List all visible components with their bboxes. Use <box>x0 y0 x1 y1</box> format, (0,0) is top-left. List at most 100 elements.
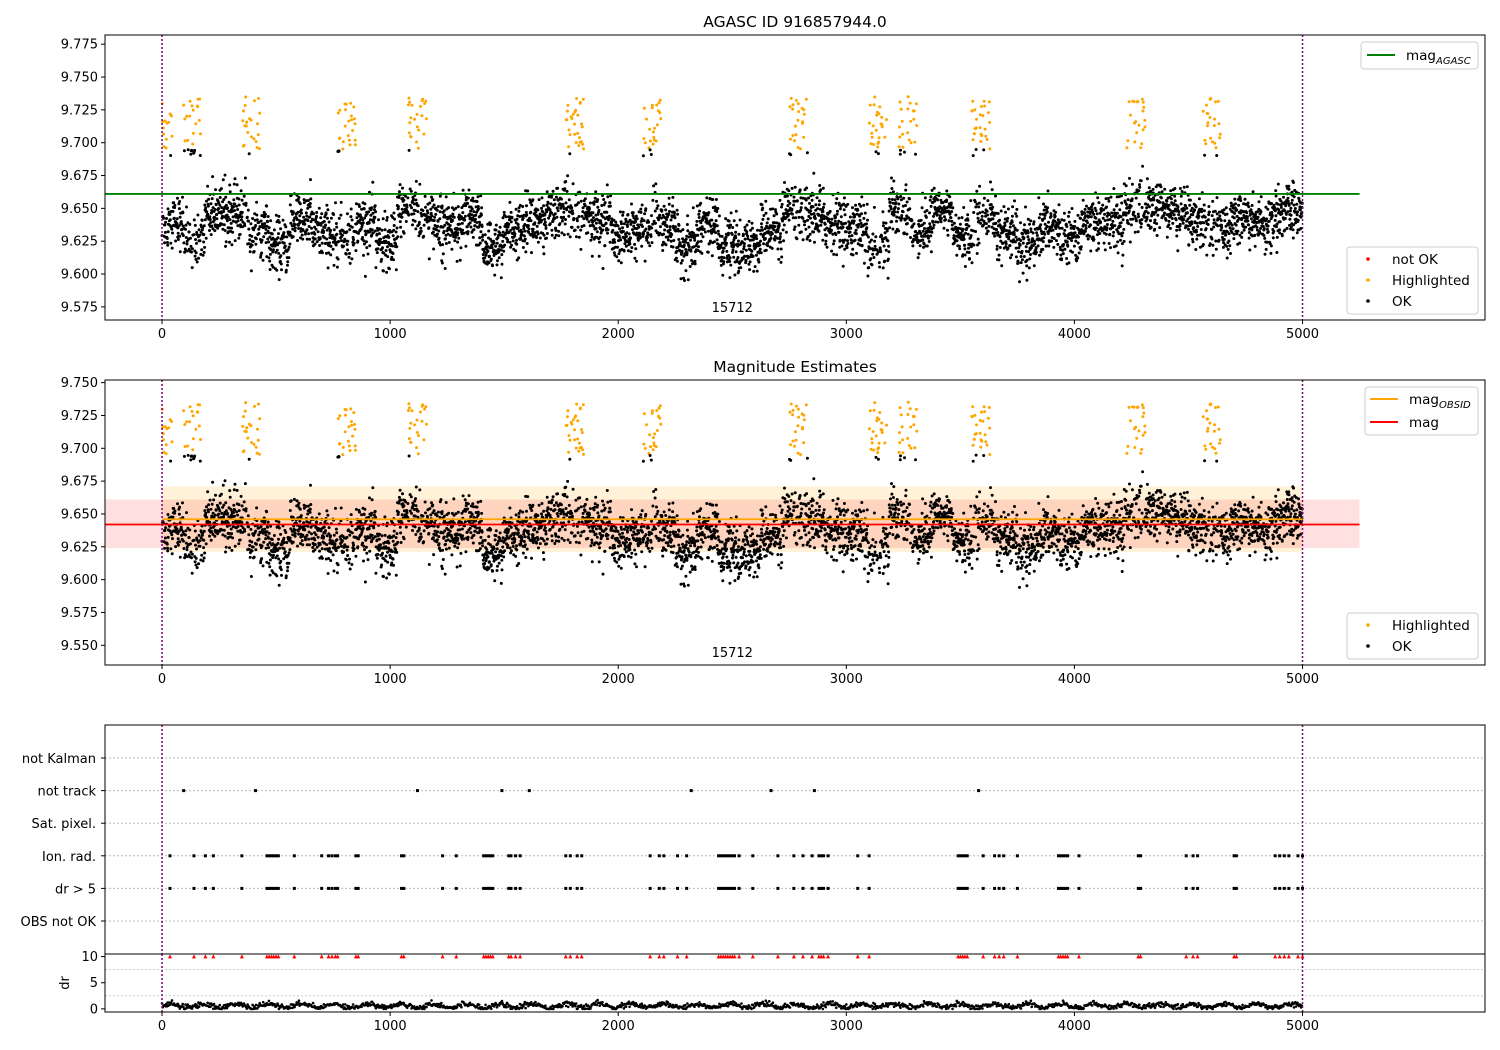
ok-point <box>1099 220 1103 224</box>
ok-point <box>633 256 637 260</box>
ok-point <box>391 234 395 238</box>
ok-point <box>866 274 870 278</box>
ok-point <box>367 210 371 214</box>
ok-point <box>1032 264 1036 268</box>
ok-point <box>832 239 836 243</box>
ok-point <box>623 242 627 246</box>
highlighted-point <box>245 120 249 124</box>
ok-point <box>375 251 379 255</box>
ok-point <box>332 263 336 267</box>
ok-point <box>493 273 497 277</box>
ok-point <box>978 184 982 188</box>
ok-point <box>277 214 281 218</box>
legend-not-ok-label: not OK <box>1392 252 1439 268</box>
highlighted-point <box>868 103 872 107</box>
ok-point <box>445 229 449 233</box>
ok-point <box>174 545 178 549</box>
ok-point <box>638 232 642 236</box>
highlighted-point <box>1127 100 1131 104</box>
ok-point <box>1197 211 1201 215</box>
ok-point <box>573 228 577 232</box>
highlighted-point <box>351 129 355 132</box>
ok-point <box>919 232 923 235</box>
ok-point <box>771 207 775 211</box>
ok-point <box>1291 228 1295 232</box>
ok-point <box>1094 216 1098 220</box>
ok-point <box>231 215 235 219</box>
ok-point <box>468 221 472 225</box>
ok-point <box>298 214 302 218</box>
highlighted-point <box>183 139 187 143</box>
ok-point <box>668 228 672 232</box>
ok-point <box>319 216 323 220</box>
ok-point <box>732 255 736 259</box>
ok-point <box>413 209 417 212</box>
highlighted-point <box>571 112 575 116</box>
ok-point <box>538 212 542 216</box>
highlighted-point <box>188 405 192 409</box>
ok-point <box>945 189 949 193</box>
ok-point <box>515 258 519 262</box>
ok-point <box>899 195 903 198</box>
ok-point <box>805 151 809 155</box>
ok-point <box>276 236 280 240</box>
ok-point <box>278 241 282 245</box>
highlighted-point <box>183 423 187 426</box>
ok-point <box>479 213 483 217</box>
highlighted-point <box>878 105 882 109</box>
ok-point <box>1156 213 1160 217</box>
ok-point <box>345 230 349 234</box>
ok-point <box>761 206 765 210</box>
ok-point <box>182 241 186 245</box>
ok-point <box>650 241 654 245</box>
ok-point <box>270 232 274 236</box>
ok-point <box>381 217 385 221</box>
ok-point <box>998 246 1002 249</box>
ok-point <box>483 256 487 260</box>
ok-point <box>1295 213 1299 217</box>
ok-point <box>780 205 783 209</box>
ok-point <box>1120 201 1124 205</box>
highlighted-point <box>657 101 661 105</box>
ok-point <box>644 227 648 231</box>
ok-point <box>1211 199 1215 203</box>
ok-point <box>905 232 909 236</box>
ok-point <box>605 210 609 214</box>
ok-point <box>1289 213 1293 217</box>
ok-point <box>1097 201 1101 205</box>
ok-point <box>499 276 503 280</box>
ok-point <box>320 251 324 255</box>
ok-point <box>1140 218 1144 222</box>
ok-point <box>181 211 185 215</box>
highlighted-point <box>190 104 194 108</box>
ok-point <box>305 237 309 241</box>
ok-point <box>313 232 317 236</box>
ok-point <box>392 258 395 262</box>
ok-point <box>296 239 299 242</box>
ok-point <box>181 224 185 228</box>
ok-point <box>620 222 623 226</box>
ok-point <box>363 202 367 206</box>
ok-point <box>1231 227 1235 231</box>
ok-point <box>645 238 649 242</box>
highlighted-point <box>191 437 195 441</box>
ok-point <box>282 251 286 255</box>
ok-point <box>1192 226 1196 230</box>
ok-point <box>472 228 476 232</box>
highlighted-point <box>874 128 878 132</box>
ok-point <box>715 224 719 228</box>
ok-point <box>438 240 441 244</box>
ok-point <box>1246 219 1250 223</box>
ok-point <box>667 212 671 216</box>
ok-point <box>902 231 906 235</box>
ok-point <box>437 229 441 233</box>
ok-point <box>851 247 855 251</box>
legend-not-ok-marker <box>1366 257 1370 261</box>
ok-point <box>1024 245 1028 249</box>
highlighted-point <box>186 138 190 142</box>
ok-point <box>196 213 200 217</box>
ok-point <box>577 215 581 218</box>
ok-point <box>458 258 462 262</box>
ok-point <box>550 233 554 237</box>
ok-point <box>562 207 566 211</box>
